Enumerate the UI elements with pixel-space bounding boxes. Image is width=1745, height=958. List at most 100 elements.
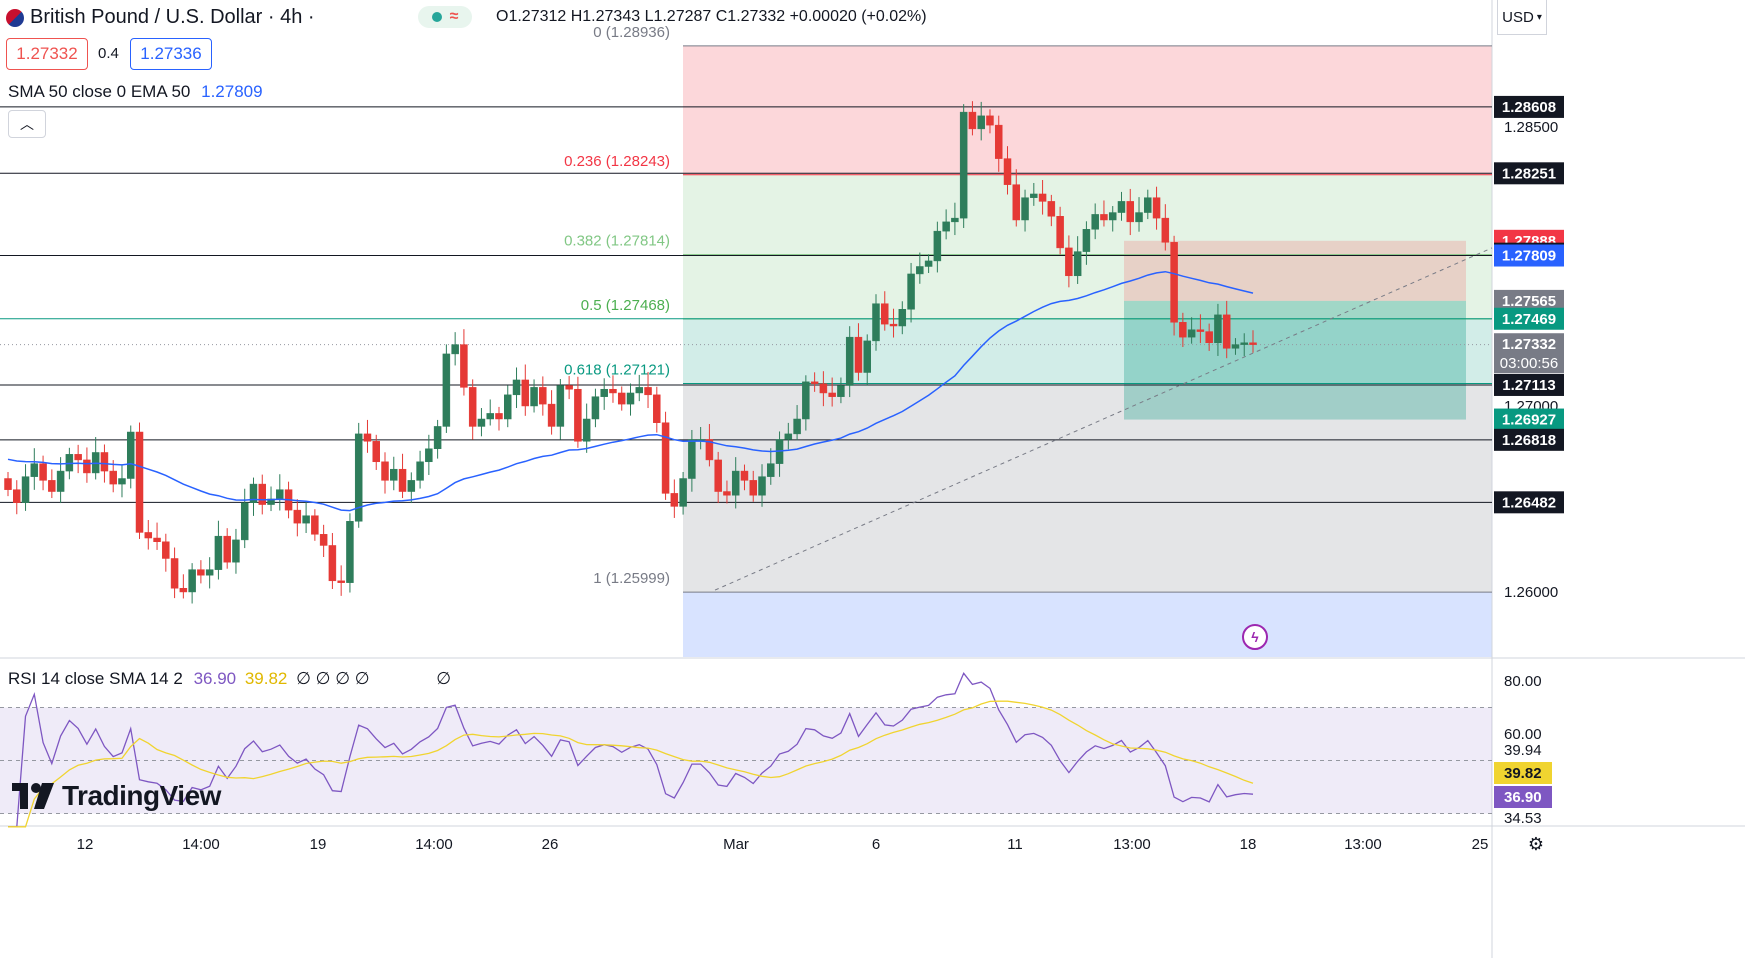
candle-body[interactable] xyxy=(889,323,898,327)
candle-body[interactable] xyxy=(705,439,714,461)
candle-body[interactable] xyxy=(898,309,907,327)
sell-price-button[interactable]: 1.27332 xyxy=(6,38,88,70)
candle-body[interactable] xyxy=(153,537,161,542)
candle-body[interactable] xyxy=(4,478,12,490)
candle-body[interactable] xyxy=(162,541,170,559)
candle-body[interactable] xyxy=(1065,247,1073,277)
candle-body[interactable] xyxy=(1170,242,1178,323)
rsi-label[interactable]: RSI 14 close SMA 14 2 xyxy=(8,669,183,688)
candle-body[interactable] xyxy=(959,111,968,219)
candle-body[interactable] xyxy=(986,115,994,126)
candle-body[interactable] xyxy=(319,534,328,546)
currency-selector[interactable]: USD ▾ xyxy=(1497,0,1547,35)
candle-body[interactable] xyxy=(48,480,56,492)
candle-body[interactable] xyxy=(381,461,389,481)
candle-body[interactable] xyxy=(486,413,494,420)
candle-body[interactable] xyxy=(872,303,880,342)
candle-body[interactable] xyxy=(1187,329,1196,338)
buy-price-button[interactable]: 1.27336 xyxy=(130,38,212,70)
symbol-title[interactable]: British Pound / U.S. Dollar · 4h · xyxy=(30,6,315,28)
candle-body[interactable] xyxy=(372,441,380,463)
candle-body[interactable] xyxy=(916,266,924,275)
settings-button[interactable]: ⚙ xyxy=(1524,832,1548,856)
candle-body[interactable] xyxy=(767,463,775,477)
candle-body[interactable] xyxy=(924,260,933,267)
candle-body[interactable] xyxy=(977,115,985,130)
candle-body[interactable] xyxy=(714,459,722,492)
lightning-button[interactable]: ϟ xyxy=(1242,624,1268,650)
candle-body[interactable] xyxy=(635,387,644,394)
candle-body[interactable] xyxy=(828,392,836,397)
indicator-label[interactable]: SMA 50 close 0 EMA 50 xyxy=(8,82,191,101)
candle-body[interactable] xyxy=(442,353,451,427)
candle-body[interactable] xyxy=(1108,212,1117,221)
candle-body[interactable] xyxy=(328,545,337,582)
candle-body[interactable] xyxy=(337,580,345,583)
candle-body[interactable] xyxy=(363,433,372,442)
candle-body[interactable] xyxy=(1030,193,1038,198)
candle-body[interactable] xyxy=(740,470,749,481)
rsi-sma-line[interactable] xyxy=(8,700,1254,828)
candle-body[interactable] xyxy=(1091,214,1099,230)
candle-body[interactable] xyxy=(13,489,21,503)
candle-body[interactable] xyxy=(83,459,91,474)
candle-body[interactable] xyxy=(994,124,1003,159)
candle-body[interactable] xyxy=(837,385,845,397)
candle-body[interactable] xyxy=(504,394,512,420)
candle-body[interactable] xyxy=(1100,214,1108,221)
candle-body[interactable] xyxy=(223,535,231,563)
candle-body[interactable] xyxy=(626,392,635,405)
candle-body[interactable] xyxy=(547,403,556,427)
candle-body[interactable] xyxy=(1117,201,1126,213)
candle-body[interactable] xyxy=(854,336,863,373)
collapse-legend-button[interactable]: ︿ xyxy=(8,110,46,138)
candle-body[interactable] xyxy=(574,388,582,442)
candle-body[interactable] xyxy=(1205,331,1213,343)
candle-body[interactable] xyxy=(1003,158,1012,185)
candle-body[interactable] xyxy=(1135,212,1143,223)
candle-body[interactable] xyxy=(1047,201,1056,217)
candle-body[interactable] xyxy=(723,491,731,496)
candle-body[interactable] xyxy=(810,381,819,384)
candle-body[interactable] xyxy=(460,344,468,388)
candle-body[interactable] xyxy=(56,470,65,492)
candle-body[interactable] xyxy=(1152,197,1161,219)
candle-body[interactable] xyxy=(126,431,135,479)
candle-body[interactable] xyxy=(390,468,398,481)
candle-body[interactable] xyxy=(845,336,854,386)
candle-body[interactable] xyxy=(170,558,179,589)
candle-body[interactable] xyxy=(881,303,889,325)
candle-body[interactable] xyxy=(451,344,459,355)
candle-body[interactable] xyxy=(951,217,959,223)
candle-body[interactable] xyxy=(556,385,565,427)
candle-body[interactable] xyxy=(591,396,600,420)
candle-body[interactable] xyxy=(968,111,977,130)
candle-body[interactable] xyxy=(179,587,188,593)
candle-body[interactable] xyxy=(425,448,433,463)
candle-body[interactable] xyxy=(749,480,757,496)
candle-body[interactable] xyxy=(477,418,486,427)
candle-body[interactable] xyxy=(311,515,319,535)
candle-body[interactable] xyxy=(793,418,801,435)
candle-body[interactable] xyxy=(39,463,47,481)
candle-body[interactable] xyxy=(433,426,442,450)
candle-body[interactable] xyxy=(398,468,407,492)
candle-body[interactable] xyxy=(863,340,871,373)
candle-body[interactable] xyxy=(1012,184,1021,221)
candle-body[interactable] xyxy=(232,539,240,563)
candle-body[interactable] xyxy=(609,388,617,394)
candle-body[interactable] xyxy=(907,273,915,310)
candle-body[interactable] xyxy=(617,392,626,405)
candle-body[interactable] xyxy=(416,461,424,481)
candle-body[interactable] xyxy=(661,422,670,494)
candle-body[interactable] xyxy=(802,381,810,420)
market-status-badge[interactable]: ≈ xyxy=(418,6,472,28)
candle-body[interactable] xyxy=(688,439,696,479)
candle-body[interactable] xyxy=(240,502,249,541)
candle-body[interactable] xyxy=(293,509,302,524)
tradingview-logo[interactable]: TradingView xyxy=(12,780,221,812)
candle-body[interactable] xyxy=(1038,193,1047,202)
candle-body[interactable] xyxy=(679,478,687,507)
candle-body[interactable] xyxy=(731,470,740,496)
